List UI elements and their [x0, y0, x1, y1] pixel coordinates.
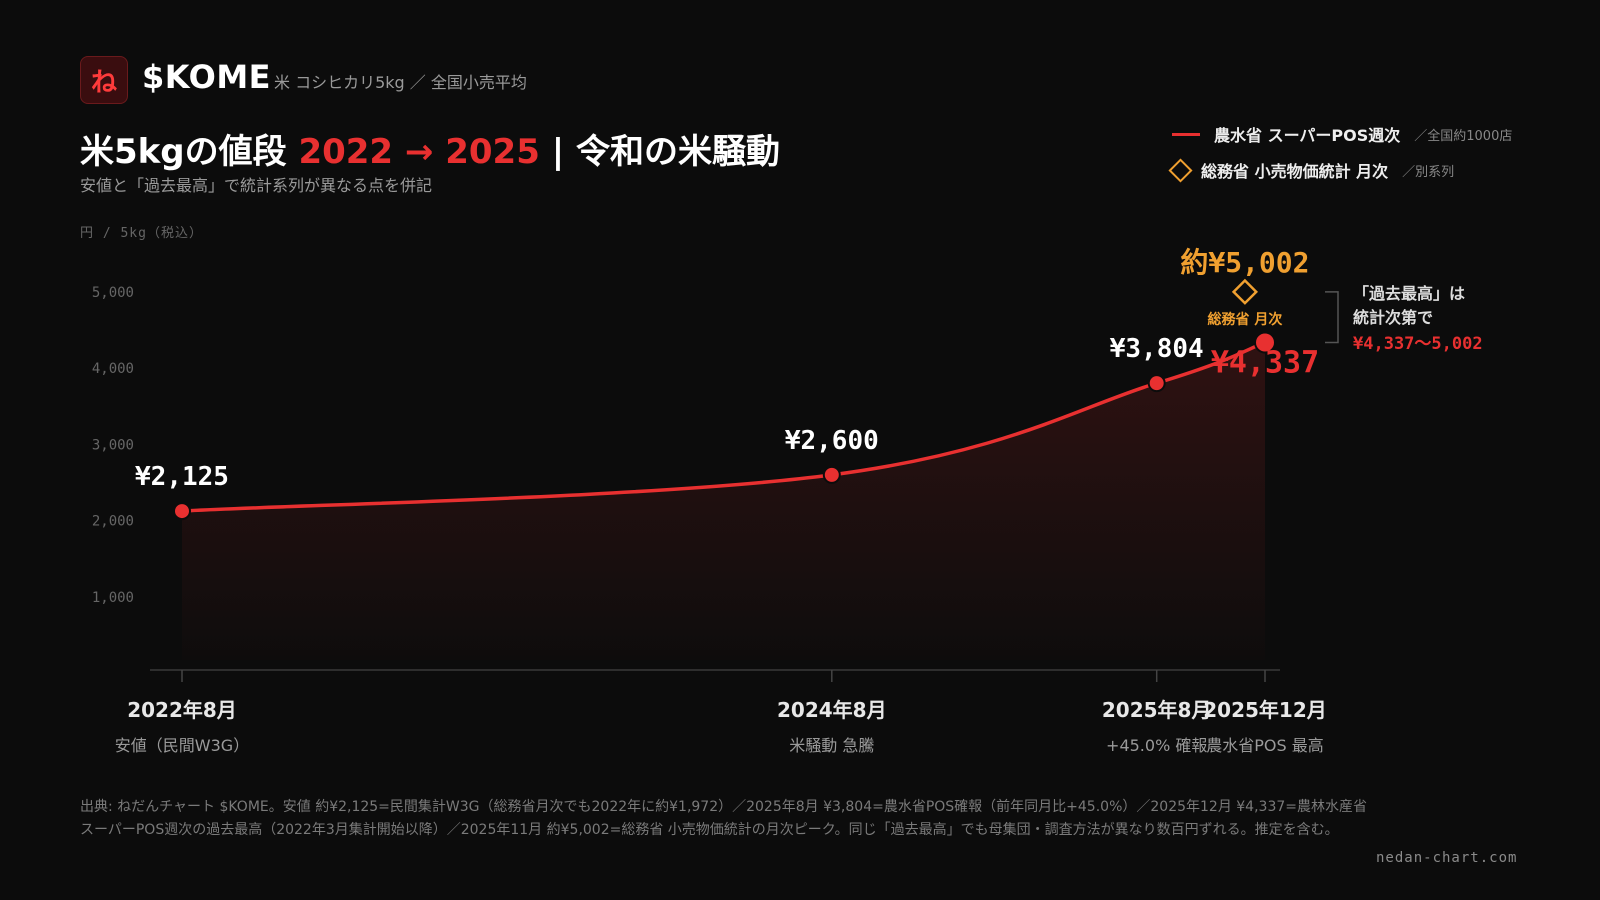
annotation-range: ¥4,337〜5,002	[1353, 334, 1483, 354]
x-tick-label: 2022年8月	[127, 698, 237, 722]
data-point	[1147, 374, 1166, 393]
monthly-peak-diamond-marker	[1231, 278, 1259, 305]
y-tick-label: 5,000	[92, 285, 134, 301]
source-note: 出典: ねだんチャート $KOME。安値 約¥2,125=民間集計W3G（総務省…	[80, 799, 1367, 838]
data-point	[1254, 331, 1276, 354]
x-tick-label: 2025年12月	[1203, 698, 1327, 722]
title-years: 2022 → 2025	[298, 132, 540, 172]
site-url: nedan-chart.com	[1376, 850, 1518, 866]
data-value-label: ¥2,600	[785, 426, 879, 456]
annotation-line2: 統計次第で	[1353, 308, 1433, 327]
title-prefix: 米5kgの値段	[80, 132, 299, 172]
x-tick-sublabel: 農水省POS 最高	[1206, 736, 1324, 755]
y-tick-label: 3,000	[92, 437, 134, 453]
x-tick-label: 2024年8月	[777, 698, 887, 722]
legend-line-swatch	[1172, 132, 1200, 136]
y-tick-label: 2,000	[92, 514, 134, 530]
data-value-label: ¥3,804	[1110, 334, 1204, 364]
monthly-peak-sublabel: 総務省 月次	[1207, 311, 1282, 328]
chart-subtitle: 安値と「過去最高」で統計系列が異なる点を併記	[80, 176, 433, 195]
ticker-symbol: $KOME	[142, 58, 272, 96]
legend-item-pos: 農水省 スーパーPOS週次 ／全国約1000店	[1172, 122, 1512, 146]
annotation-line1: 「過去最高」は	[1353, 284, 1465, 303]
data-value-label: ¥2,125	[135, 462, 229, 492]
x-tick-sublabel: 安値（民間W3G）	[115, 736, 249, 755]
y-tick-label: 1,000	[92, 590, 134, 606]
y-axis-unit-label: 円 / 5kg（税込）	[80, 226, 203, 241]
legend-label-monthly: 総務省 小売物価統計 月次	[1201, 162, 1389, 181]
series-area-fill	[182, 342, 1265, 660]
legend-item-monthly: 総務省 小売物価統計 月次 ／別系列	[1168, 157, 1455, 183]
data-point	[822, 465, 841, 484]
series-line-pos	[180, 340, 1267, 513]
data-value-label: ¥4,337	[1211, 346, 1319, 381]
y-tick-label: 4,000	[92, 361, 134, 377]
x-tick-sublabel: 米騒動 急騰	[789, 736, 874, 755]
brand-logo: ね	[80, 56, 128, 104]
legend-label-pos: 農水省 スーパーPOS週次	[1214, 126, 1401, 145]
monthly-peak-label: 約¥5,002	[1180, 246, 1309, 279]
chart-title: 米5kgの値段 2022 → 2025 | 令和の米騒動	[80, 124, 780, 173]
x-tick-label: 2025年8月	[1102, 698, 1212, 722]
title-suffix: | 令和の米騒動	[539, 132, 780, 172]
ticker-subtitle: 米 コシヒカリ5kg ／ 全国小売平均	[274, 73, 527, 92]
data-point	[173, 502, 191, 521]
range-bracket	[1325, 291, 1339, 344]
legend-note-pos: ／全国約1000店	[1414, 128, 1513, 144]
legend-note-monthly: ／別系列	[1402, 164, 1455, 180]
x-tick-sublabel: +45.0% 確報	[1106, 736, 1207, 755]
